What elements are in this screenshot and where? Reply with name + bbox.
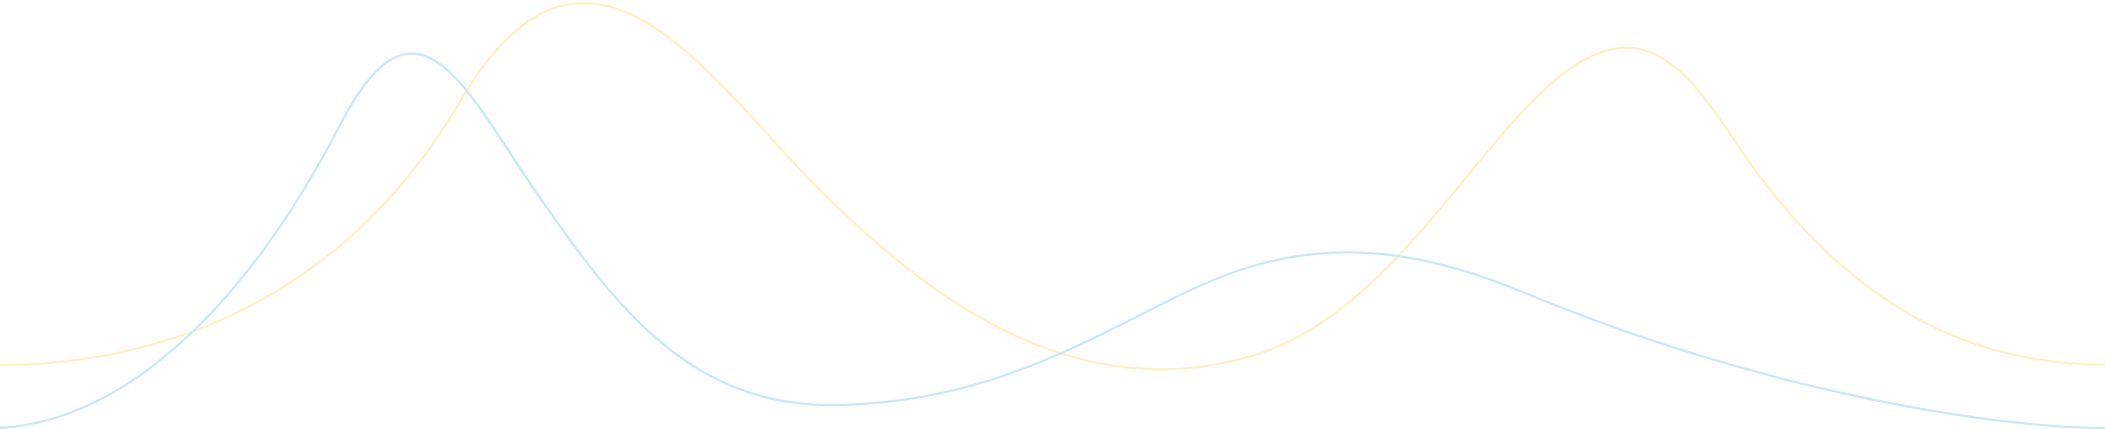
yellow-wave-line: [0, 1, 2105, 371]
blue-wave-line: [0, 52, 2105, 429]
